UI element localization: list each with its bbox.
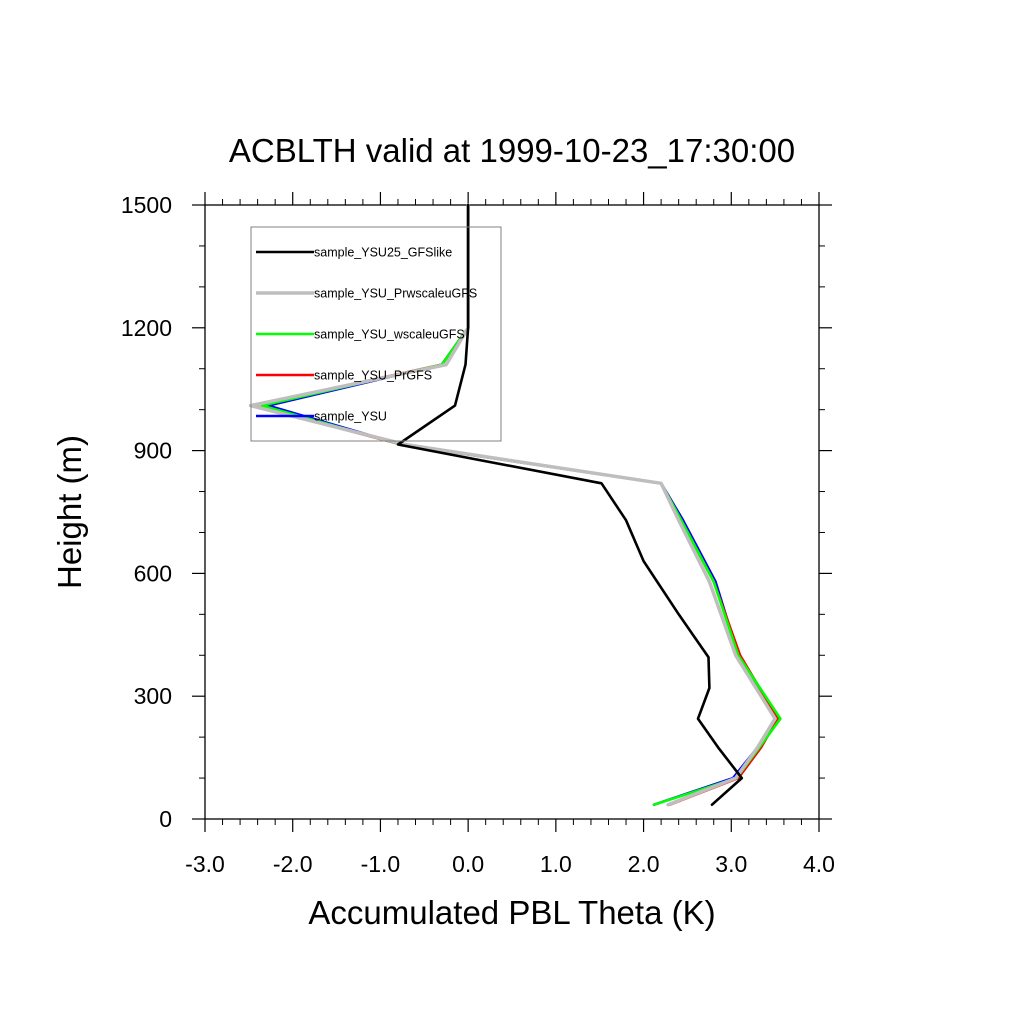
y-tick-label: 600 bbox=[134, 560, 172, 586]
legend-label: sample_YSU_wscaleuGFS bbox=[314, 328, 465, 342]
legend-label: sample_YSU_PrwscaleuGFS bbox=[314, 287, 477, 301]
y-tick-label: 1500 bbox=[121, 192, 172, 218]
y-axis-label: Height (m) bbox=[51, 435, 88, 589]
x-tick-label: 2.0 bbox=[628, 851, 660, 877]
x-tick-label: -2.0 bbox=[273, 851, 313, 877]
x-tick-label: 1.0 bbox=[540, 851, 572, 877]
y-tick-label: 900 bbox=[134, 438, 172, 464]
series-line-1 bbox=[396, 203, 744, 807]
legend-label: sample_YSU_PrGFS bbox=[314, 369, 432, 383]
series-line-2 bbox=[248, 203, 777, 807]
x-tick-label: -1.0 bbox=[361, 851, 401, 877]
x-tick-label: -3.0 bbox=[185, 851, 225, 877]
x-tick-label: 3.0 bbox=[715, 851, 747, 877]
x-tick-label: 0.0 bbox=[452, 851, 484, 877]
chart-title: ACBLTH valid at 1999-10-23_17:30:00 bbox=[229, 132, 795, 169]
y-tick-label: 300 bbox=[134, 683, 172, 709]
y-tick-label: 0 bbox=[159, 806, 172, 832]
axis-ticks: -3.0 -2.0 -1.0 0.0 1.0 2.0 3.0 4.0 0 300 600 900 120… bbox=[121, 192, 835, 877]
x-axis-label: Accumulated PBL Theta (K) bbox=[308, 894, 715, 931]
plot-frame bbox=[204, 204, 820, 820]
legend-box bbox=[250, 226, 502, 442]
legend-label: sample_YSU25_GFSlike bbox=[314, 246, 452, 260]
series-lines bbox=[248, 203, 782, 807]
y-tick-label: 1200 bbox=[121, 315, 172, 341]
x-tick-label: 4.0 bbox=[803, 851, 835, 877]
legend-label: sample_YSU bbox=[314, 410, 387, 424]
legend: sample_YSU25_GFSlike sample_YSU_Prwscaleu… bbox=[250, 226, 502, 442]
